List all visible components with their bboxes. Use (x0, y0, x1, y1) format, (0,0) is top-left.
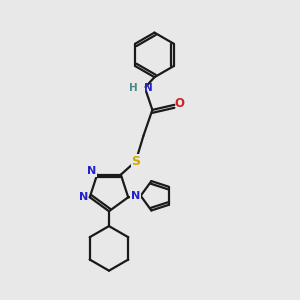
Text: N: N (79, 192, 88, 202)
Text: O: O (175, 97, 185, 110)
Text: N: N (144, 83, 152, 93)
Text: N: N (87, 166, 96, 176)
Text: H: H (129, 83, 138, 93)
Text: N: N (130, 192, 140, 202)
Text: N: N (131, 191, 140, 201)
Text: S: S (131, 155, 140, 168)
